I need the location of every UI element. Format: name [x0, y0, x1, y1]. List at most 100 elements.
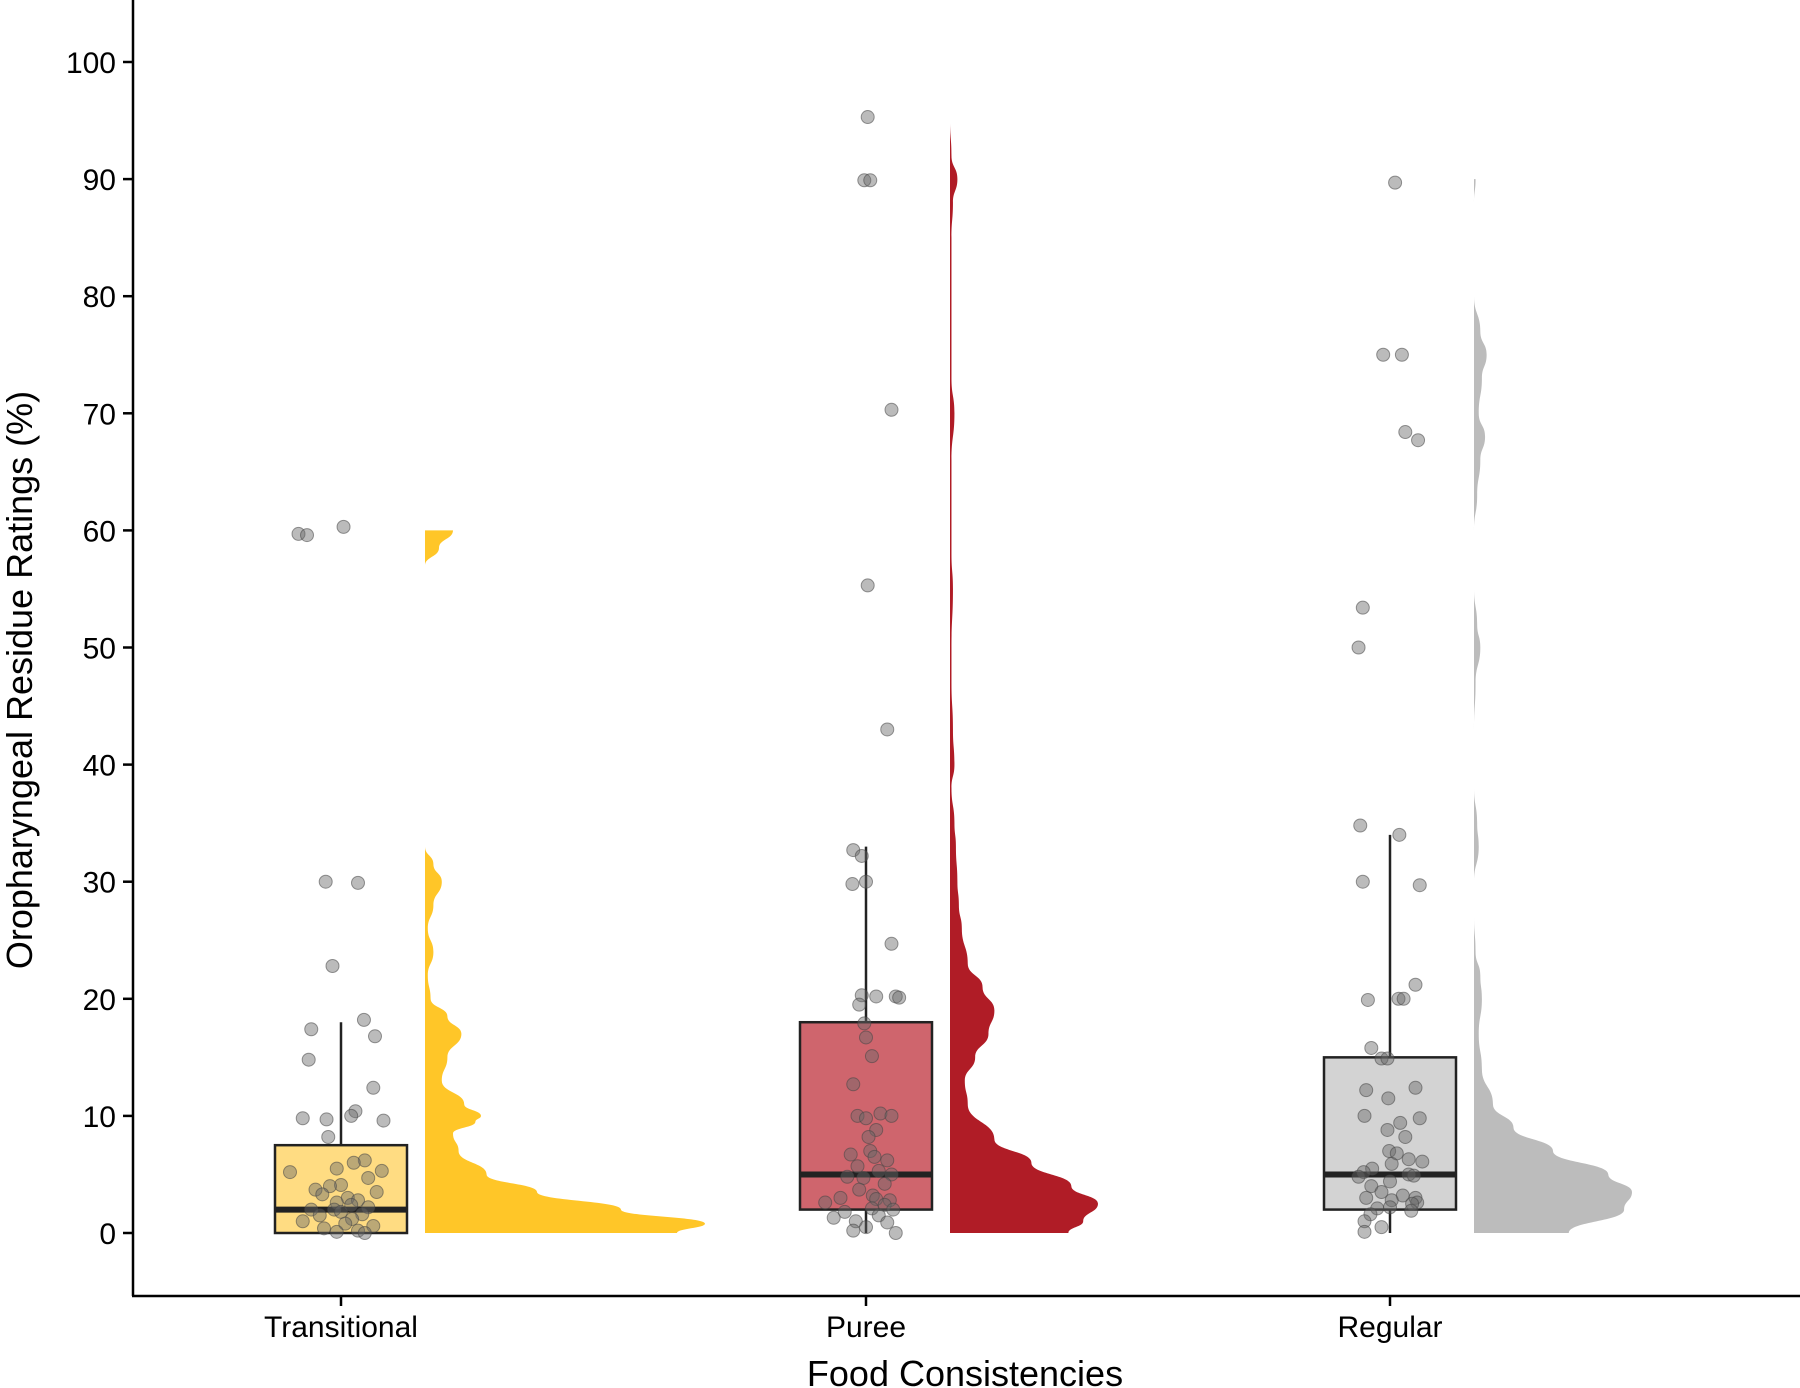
y-tick-label-100: 100 [66, 47, 116, 80]
data-point-puree [880, 722, 895, 737]
data-point-regular [1394, 347, 1409, 362]
y-tick-label-90: 90 [83, 164, 116, 197]
data-point-regular [1415, 1154, 1430, 1169]
data-point-regular [1383, 1174, 1397, 1189]
data-point-puree [867, 1149, 882, 1164]
data-point-regular [1401, 1167, 1416, 1182]
data-point-puree [857, 1016, 872, 1031]
data-point-transitional [321, 1129, 336, 1144]
data-point-regular [1364, 1040, 1379, 1055]
data-point-puree [869, 1122, 884, 1137]
data-point-regular [1412, 878, 1427, 893]
data-point-transitional [319, 1112, 334, 1127]
data-point-puree [859, 1111, 873, 1126]
data-point-regular [1351, 640, 1366, 655]
data-point-regular [1388, 175, 1403, 190]
data-point-puree [818, 1195, 833, 1210]
data-point-transitional [317, 1221, 331, 1236]
data-point-regular [1381, 1091, 1396, 1106]
y-ticks: 0 10 20 30 40 50 60 70 80 90 100 [66, 47, 133, 1251]
data-point-puree [888, 1226, 903, 1240]
data-point-regular [1351, 1169, 1366, 1184]
data-point-puree [850, 1159, 865, 1174]
data-point-puree [880, 1153, 895, 1168]
data-point-regular [1411, 433, 1426, 448]
data-point-puree [852, 1182, 867, 1197]
data-point-puree [837, 1204, 852, 1219]
data-point-puree [843, 1147, 858, 1162]
box-regular [1322, 1056, 1458, 1211]
y-tick-label-20: 20 [83, 984, 116, 1017]
data-point-transitional [325, 959, 340, 974]
data-point-transitional [295, 1214, 310, 1229]
x-tick-label-transitional: Transitional [264, 1311, 418, 1344]
data-point-transitional [312, 1208, 327, 1223]
data-point-puree [860, 578, 875, 593]
data-point-transitional [376, 1113, 391, 1128]
data-point-regular [1401, 1152, 1416, 1167]
data-point-puree [877, 1176, 892, 1191]
data-point-regular [1406, 1168, 1421, 1183]
data-point-regular [1359, 1190, 1374, 1205]
data-point-puree [846, 1223, 861, 1238]
density-cloud-regular [1474, 179, 1632, 1234]
y-tick-label-70: 70 [83, 398, 116, 431]
data-point-puree [884, 402, 899, 417]
data-point-puree [859, 1030, 873, 1045]
data-point-regular [1412, 1111, 1427, 1126]
data-point-regular [1355, 600, 1370, 615]
data-point-puree [840, 1169, 855, 1184]
data-point-transitional [334, 1177, 348, 1192]
y-tick-label-50: 50 [83, 633, 116, 666]
y-tick-label-10: 10 [83, 1101, 116, 1134]
data-point-regular [1380, 1051, 1395, 1066]
data-point-regular [1376, 347, 1391, 362]
data-point-puree [886, 1202, 901, 1217]
y-tick-label-80: 80 [83, 281, 116, 314]
data-point-puree [854, 848, 869, 863]
data-point-puree [884, 1108, 899, 1123]
data-point-transitional [283, 1165, 297, 1180]
data-point-puree [846, 1077, 861, 1092]
data-point-transitional [346, 1155, 361, 1170]
data-point-regular [1357, 1214, 1372, 1229]
data-point-transitional [344, 1108, 359, 1123]
data-point-regular [1398, 425, 1413, 440]
data-point-transitional [374, 1163, 389, 1178]
data-point-transitional [351, 1193, 365, 1208]
x-tick-label-puree: Puree [826, 1311, 906, 1344]
data-point-puree [892, 990, 907, 1005]
data-point-transitional [368, 1029, 382, 1044]
data-point-transitional [315, 1187, 330, 1202]
data-point-transitional [301, 1052, 316, 1067]
data-point-transitional [357, 1153, 372, 1168]
density-cloud-puree [950, 120, 1098, 1233]
data-point-transitional [304, 1022, 319, 1037]
data-point-transitional [351, 875, 365, 890]
data-point-regular [1391, 991, 1406, 1006]
data-point-transitional [355, 1207, 370, 1222]
data-point-regular [1359, 1083, 1374, 1098]
data-point-transitional [318, 874, 333, 889]
data-point-transitional [295, 1111, 310, 1126]
data-point-puree [852, 997, 867, 1012]
y-axis-title: Oropharyngeal Residue Ratings (%) [0, 391, 40, 969]
data-point-regular [1374, 1185, 1389, 1200]
data-point-regular [1353, 818, 1368, 833]
data-point-regular [1374, 1220, 1389, 1235]
data-point-regular [1384, 1156, 1399, 1171]
data-point-transitional [300, 528, 314, 543]
data-point-puree [856, 1170, 871, 1185]
data-point-regular [1374, 1051, 1389, 1066]
data-point-regular [1398, 1129, 1413, 1144]
data-point-transitional [356, 1012, 371, 1027]
data-point-transitional [361, 1200, 376, 1215]
data-point-regular [1408, 977, 1423, 992]
data-point-puree [861, 1129, 876, 1144]
data-point-transitional [336, 519, 351, 534]
data-point-regular [1363, 1207, 1378, 1222]
y-tick-label-60: 60 [83, 515, 116, 548]
density-cloud-transitional [425, 530, 705, 1233]
data-point-puree [860, 110, 875, 125]
